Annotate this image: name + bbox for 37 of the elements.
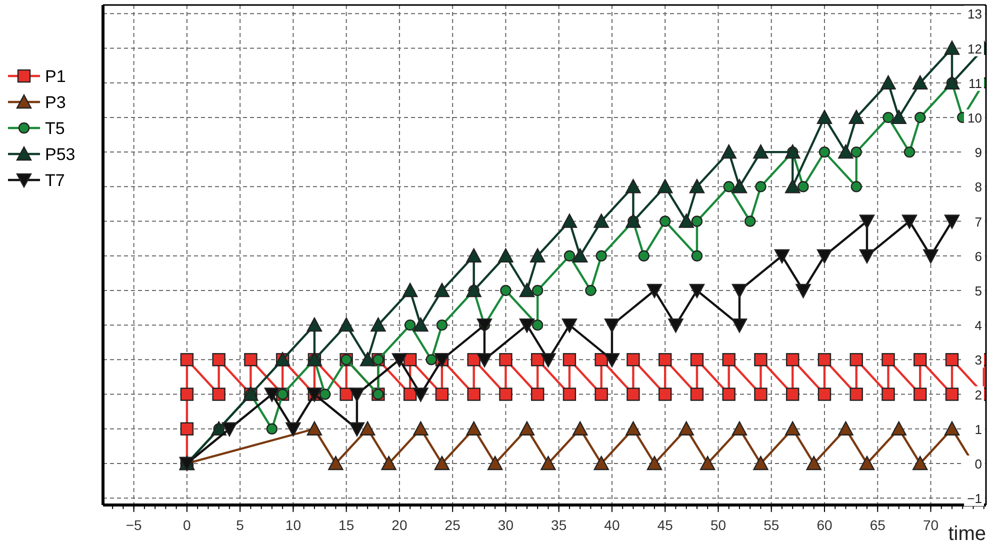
x-tick-label: 60 xyxy=(816,517,832,533)
y-tick-label: 0 xyxy=(974,456,982,472)
x-tick-label: 55 xyxy=(764,517,780,533)
x-axis-title: time xyxy=(948,523,986,545)
y-tick-label: 11 xyxy=(968,76,982,91)
x-tick-label: 65 xyxy=(870,517,886,533)
y-tick-label: 1 xyxy=(974,422,982,437)
x-tick-label: 70 xyxy=(922,517,939,533)
y-tick-label: 10 xyxy=(968,110,982,126)
x-tick-label: 40 xyxy=(604,517,620,533)
legend-label: P1 xyxy=(45,67,66,86)
x-tick-label: 35 xyxy=(551,517,567,533)
y-tick-label: 2 xyxy=(974,387,982,402)
y-tick-label: 6 xyxy=(974,248,982,264)
y-tick-label: 12 xyxy=(968,41,982,56)
x-tick-label: 20 xyxy=(392,517,408,533)
y-tick-label: 13 xyxy=(968,6,982,22)
legend-label: T5 xyxy=(45,119,65,138)
legend-label: P3 xyxy=(45,93,66,112)
y-tick-label: 5 xyxy=(974,283,982,298)
x-tick-label: 15 xyxy=(338,517,354,533)
x-tick-label: 45 xyxy=(657,517,674,533)
y-tick-label: −1 xyxy=(967,491,982,506)
y-tick-label: 9 xyxy=(974,145,982,160)
x-tick-label: 5 xyxy=(236,517,244,533)
y-tick-label: 7 xyxy=(974,214,982,230)
legend-label: T7 xyxy=(45,171,65,190)
y-tick-label: 3 xyxy=(974,352,982,368)
legend-label: P53 xyxy=(45,145,76,164)
x-tick-label: −5 xyxy=(126,517,142,533)
x-tick-label: 30 xyxy=(498,517,514,533)
x-tick-label: 0 xyxy=(183,517,192,533)
y-tick-label: 8 xyxy=(974,180,982,195)
x-tick-label: 50 xyxy=(710,517,726,533)
x-tick-label: 25 xyxy=(444,517,461,533)
y-tick-label: 4 xyxy=(974,318,982,334)
x-tick-label: 10 xyxy=(285,517,302,533)
